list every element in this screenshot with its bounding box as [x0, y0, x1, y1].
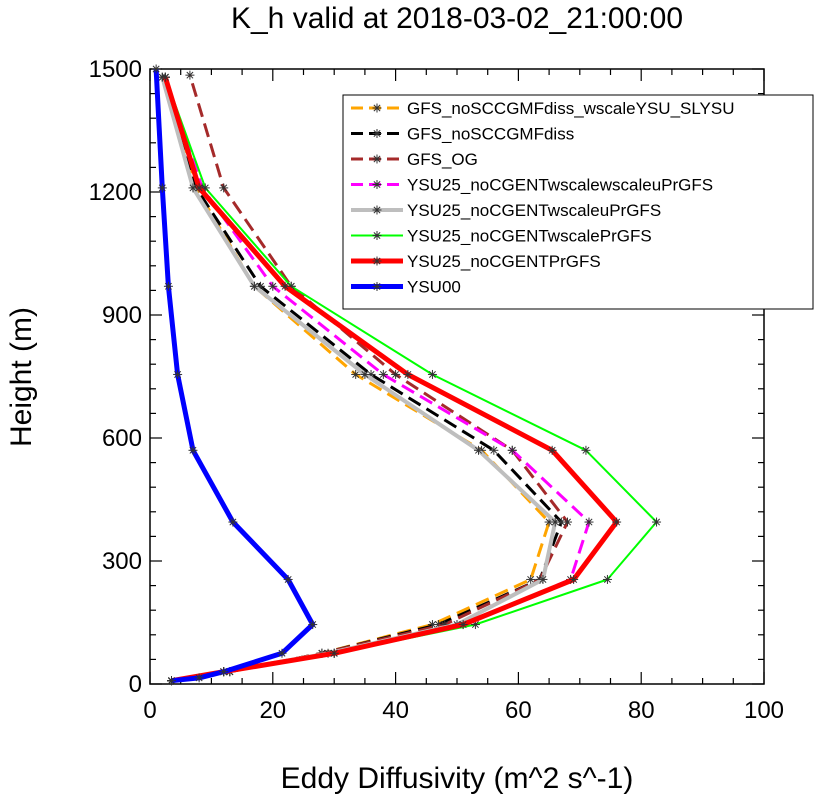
data-point	[163, 281, 173, 291]
legend-label: GFS_noSCCGMFdiss_wscaleYSU_SLYSU	[407, 99, 735, 118]
y-tick-label: 600	[102, 425, 142, 452]
y-tick-label: 0	[129, 671, 142, 698]
y-tick-label: 1200	[89, 179, 142, 206]
legend-marker	[372, 180, 382, 189]
legend-box	[342, 94, 814, 310]
data-point	[538, 574, 548, 584]
data-point	[166, 676, 176, 686]
legend-label: YSU25_noCGENTwscalePrGFS	[407, 227, 652, 246]
legend-marker	[372, 231, 382, 240]
data-point	[581, 445, 591, 455]
data-point	[556, 517, 566, 527]
x-tick-label: 20	[259, 697, 286, 724]
data-point	[403, 369, 413, 379]
legend-marker	[372, 103, 382, 113]
data-point	[185, 70, 195, 80]
chart-title: K_h valid at 2018-03-02_21:00:00	[231, 2, 683, 35]
data-point	[526, 574, 536, 584]
legend-marker	[372, 205, 382, 215]
legend-marker	[372, 129, 382, 138]
data-point	[602, 574, 612, 584]
x-tick-label: 100	[744, 697, 784, 724]
legend-label: YSU25_noCGENTPrGFS	[407, 252, 601, 271]
y-axis-label: Height (m)	[5, 307, 38, 447]
data-point	[329, 648, 339, 658]
data-point	[351, 369, 361, 379]
legend: GFS_noSCCGMFdiss_wscaleYSU_SLYSU GFS_noSC…	[342, 94, 814, 310]
legend-marker	[372, 154, 382, 164]
legend-marker	[372, 256, 382, 266]
legend-label: GFS_noSCCGMFdiss	[407, 125, 574, 144]
legend-item: GFS_OG	[351, 150, 478, 169]
legend-item: YSU25_noCGENTwscalewscaleuPrGFS	[351, 176, 713, 195]
data-point	[489, 445, 499, 455]
data-point	[391, 369, 401, 379]
data-point	[249, 281, 259, 291]
data-point	[283, 574, 293, 584]
data-point	[612, 517, 622, 527]
data-point	[157, 183, 167, 193]
y-tick-label: 300	[102, 548, 142, 575]
legend-item: YSU25_noCGENTwscalePrGFS	[351, 227, 652, 246]
data-point	[563, 517, 573, 527]
data-point	[308, 620, 318, 630]
x-tick-label: 80	[628, 697, 655, 724]
series-line	[153, 68, 316, 684]
data-point	[277, 648, 287, 658]
data-point	[550, 517, 560, 527]
data-point	[194, 673, 204, 683]
data-point	[652, 517, 662, 527]
data-point	[584, 517, 594, 527]
data-point	[280, 281, 290, 291]
data-point	[427, 369, 437, 379]
x-tick-label: 60	[505, 697, 532, 724]
x-tick-label: 40	[382, 697, 409, 724]
data-point	[569, 574, 579, 584]
data-point	[547, 445, 557, 455]
series-YSU00	[151, 64, 318, 686]
legend-item: YSU00	[351, 278, 461, 297]
x-tick-label: 0	[143, 697, 156, 724]
data-point	[219, 183, 229, 193]
y-tick-label: 1500	[89, 56, 142, 83]
data-point	[188, 445, 198, 455]
data-point	[228, 517, 238, 527]
data-point	[219, 667, 229, 677]
legend-item: GFS_noSCCGMFdiss	[351, 125, 574, 144]
legend-label: GFS_OG	[407, 150, 478, 169]
x-axis-label: Eddy Diffusivity (m^2 s^-1)	[281, 762, 634, 795]
legend-item: GFS_noSCCGMFdiss_wscaleYSU_SLYSU	[351, 99, 735, 118]
data-point	[507, 445, 517, 455]
legend-label: YSU25_noCGENTwscaleuPrGFS	[407, 201, 661, 220]
series-layer	[151, 64, 662, 686]
legend-item: YSU25_noCGENTwscaleuPrGFS	[351, 201, 661, 220]
legend-label: YSU25_noCGENTwscalewscaleuPrGFS	[407, 176, 713, 195]
data-point	[268, 281, 278, 291]
data-point	[458, 620, 468, 630]
data-point	[194, 183, 204, 193]
data-point	[173, 369, 183, 379]
y-tick-label: 900	[102, 302, 142, 329]
data-point	[473, 445, 483, 455]
legend-label: YSU00	[407, 278, 461, 297]
data-point	[360, 369, 370, 379]
legend-marker	[372, 282, 382, 291]
axis-ticks: 0 20 40 60 80 100 0 300 600 900 1200 1500	[89, 56, 784, 724]
data-point	[378, 369, 388, 379]
data-point	[151, 64, 161, 74]
legend-item: YSU25_noCGENTPrGFS	[351, 252, 601, 271]
data-point	[160, 72, 170, 82]
